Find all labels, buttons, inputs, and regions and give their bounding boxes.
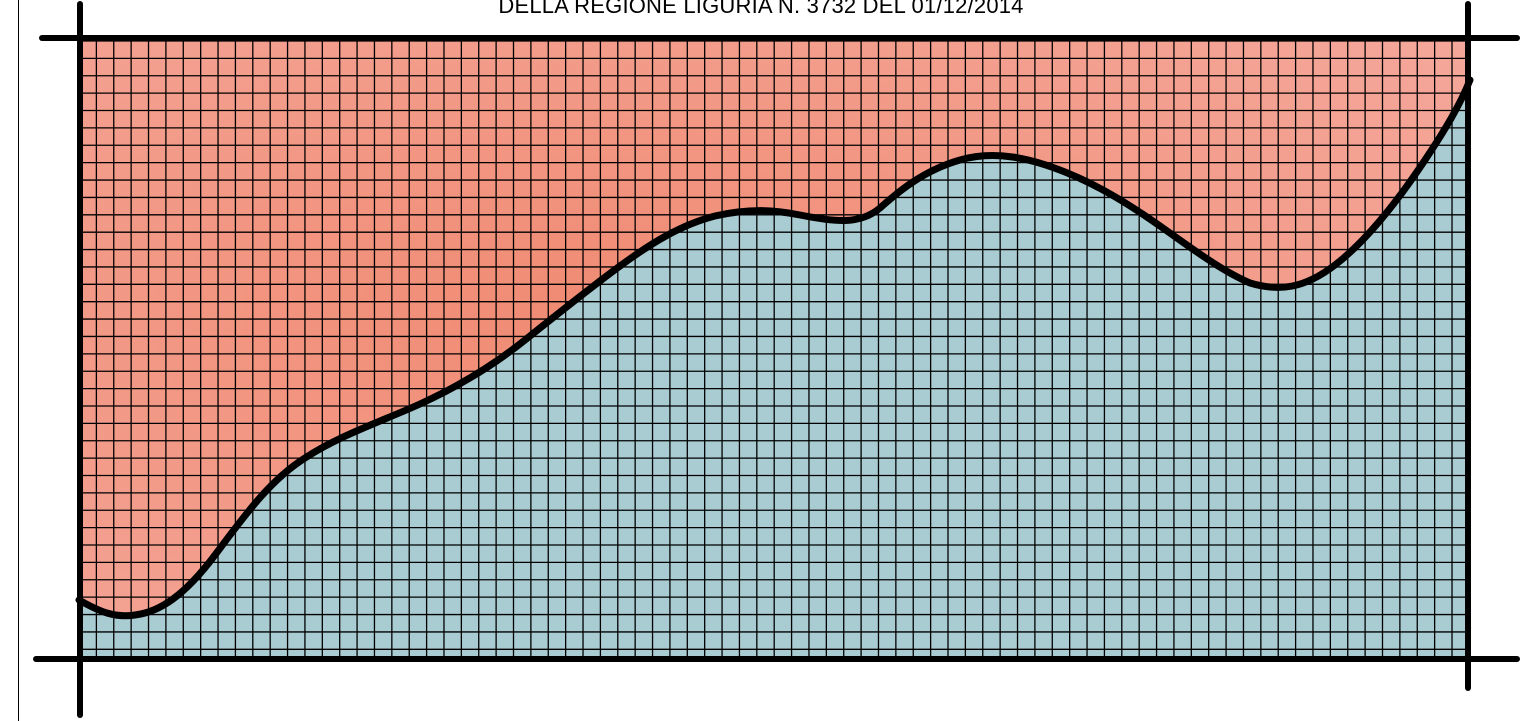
header-text: DELLA REGIONE LIGURIA N. 3732 DEL 01/12/… xyxy=(498,0,1024,18)
profile-curve xyxy=(75,76,1474,620)
grid xyxy=(79,41,1470,658)
frame-lines xyxy=(33,1,1520,718)
sheet-border-line xyxy=(18,0,19,721)
